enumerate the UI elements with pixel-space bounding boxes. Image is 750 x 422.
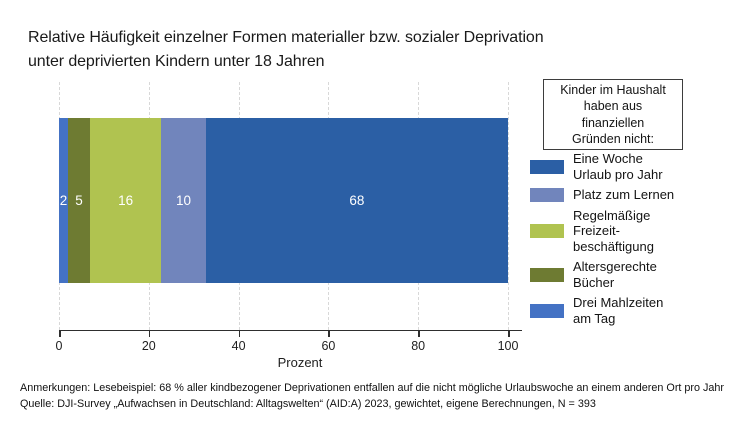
bar-segment: 10 [161, 118, 206, 283]
segment-value-label: 68 [349, 193, 365, 208]
legend-title-line: finanziellen [581, 115, 645, 130]
bar-segment: 68 [205, 118, 508, 283]
x-axis-tick-label: 80 [411, 339, 426, 353]
legend-title-line: Kinder im Haushalt [560, 82, 666, 97]
x-axis-tick-labels: 0 20 40 60 80 100 [56, 339, 522, 354]
legend-label: Altersgerechte Bücher [573, 259, 657, 290]
legend-swatch [530, 303, 564, 318]
legend-swatch [530, 187, 564, 202]
chart-title-line-1: Relative Häufigkeit einzelner Formen mat… [28, 29, 544, 46]
bar-segment: 16 [90, 118, 162, 283]
x-axis-tick [328, 331, 330, 337]
x-axis-line [59, 330, 522, 331]
legend-label: Drei Mahlzeiten am Tag [573, 295, 664, 326]
chart-title-line-2: unter deprivierten Kindern unter 18 Jahr… [28, 53, 325, 70]
x-axis-tick [238, 331, 241, 337]
footnote-quelle: Quelle: DJI-Survey „Aufwachsen in Deutsc… [20, 398, 596, 410]
legend-item: Regelmäßige Freizeit-beschäftigung [530, 208, 745, 255]
x-axis-tick-label: 0 [55, 339, 63, 353]
x-axis-tick [508, 331, 510, 337]
segment-value-label: 5 [75, 193, 83, 208]
segment-value-label: 10 [175, 193, 191, 208]
x-axis-ticks [59, 331, 522, 337]
x-axis-tick-label: 60 [321, 339, 336, 353]
x-axis-tick-label: 40 [231, 339, 246, 353]
legend-label: Eine Woche Urlaub pro Jahr [573, 151, 663, 182]
legend-swatch [530, 223, 564, 238]
legend-item: Drei Mahlzeiten am Tag [530, 295, 745, 326]
bar-segment: 2 [59, 118, 68, 283]
legend-swatch [530, 159, 564, 174]
x-axis-tick-label: 20 [141, 339, 156, 353]
legend: Eine Woche Urlaub pro Jahr Platz zum Lerne… [530, 151, 745, 331]
segment-value-label: 2 [59, 193, 68, 208]
bar-segment: 5 [67, 118, 91, 283]
x-axis-tick-label: 100 [497, 339, 519, 353]
footnote-anmerkungen: Anmerkungen: Lesebeispiel: 68 % aller ki… [20, 382, 725, 394]
segment-value-label: 16 [118, 193, 134, 208]
legend-title-line: haben aus [583, 99, 643, 113]
legend-item: Altersgerechte Bücher [530, 259, 745, 290]
legend-swatch [530, 267, 564, 282]
legend-title-box: Kinder im Haushalt haben aus finanziellen G… [543, 79, 683, 150]
x-axis-tick [59, 331, 61, 337]
x-axis-tick [148, 331, 151, 337]
legend-item: Eine Woche Urlaub pro Jahr [530, 151, 745, 182]
stacked-bar: 2 5 16 10 68 [59, 118, 508, 283]
legend-label: Regelmäßige Freizeit-beschäftigung [573, 207, 654, 254]
legend-title-line: Gründen nicht: [572, 132, 654, 146]
x-axis-title: Prozent [277, 355, 323, 370]
legend-label: Platz zum Lernen [573, 187, 675, 202]
x-axis-tick [418, 331, 420, 337]
gridline [508, 82, 509, 330]
legend-item: Platz zum Lernen [530, 187, 745, 203]
